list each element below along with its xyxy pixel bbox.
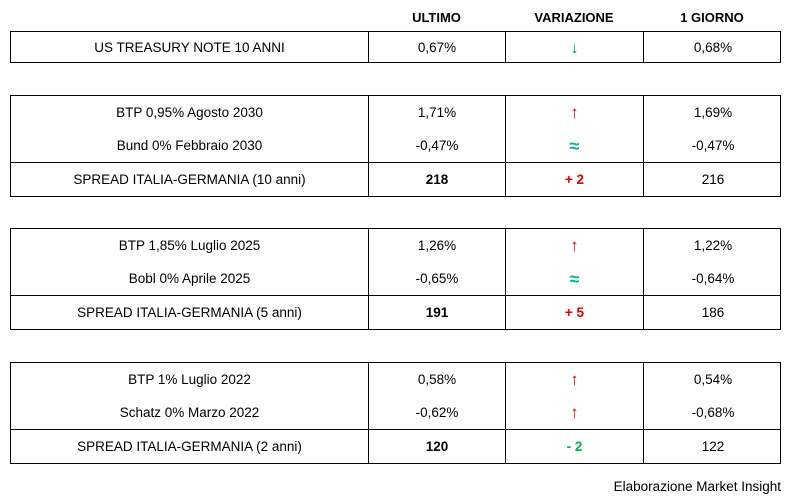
source-credit: Elaborazione Market Insight xyxy=(613,479,781,494)
spread-row: SPREAD ITALIA-GERMANIA (5 anni) 191 + 5 … xyxy=(11,295,780,329)
giorno-value: 1,69% xyxy=(693,105,733,120)
spread-change-value: + 2 xyxy=(506,163,644,196)
giorno-value: 1,22% xyxy=(693,238,733,253)
spread-giorno-value: 216 xyxy=(701,172,725,187)
spread-10y-table: BTP 0,95% Agosto 2030 1,71% ↑ 1,69% Bund… xyxy=(10,95,781,197)
spread-row: SPREAD ITALIA-GERMANIA (10 anni) 218 + 2… xyxy=(11,162,780,196)
row-label: Bund 0% Febbraio 2030 xyxy=(11,129,369,162)
giorno-value: 0,54% xyxy=(693,372,733,387)
up-arrow-icon: ↑ xyxy=(506,396,644,429)
approx-equal-icon: ≈ xyxy=(506,129,644,162)
spread-giorno-value: 122 xyxy=(701,439,725,454)
spread-2y-table: BTP 1% Luglio 2022 0,58% ↑ 0,54% Schatz … xyxy=(10,362,781,464)
ultimo-value: -0,47% xyxy=(369,129,506,162)
table-row: Schatz 0% Marzo 2022 -0,62% ↑ -0,68% xyxy=(11,396,780,429)
spread-row: SPREAD ITALIA-GERMANIA (2 anni) 120 - 2 … xyxy=(11,429,780,463)
table-row: Bobl 0% Aprile 2025 -0,65% ≈ -0,64% xyxy=(11,262,780,295)
down-arrow-icon: ↓ xyxy=(506,32,644,62)
up-arrow-icon: ↑ xyxy=(506,363,644,396)
up-arrow-icon: ↑ xyxy=(506,96,644,129)
column-header-variazione: VARIAZIONE xyxy=(534,9,614,25)
giorno-value: -0,68% xyxy=(691,405,735,420)
row-label: SPREAD ITALIA-GERMANIA (10 anni) xyxy=(11,163,369,196)
ultimo-value: 1,71% xyxy=(369,96,506,129)
giorno-value: 0,68% xyxy=(693,39,733,55)
spread-giorno-value: 186 xyxy=(701,305,725,320)
row-label: Bobl 0% Aprile 2025 xyxy=(11,262,369,295)
ultimo-value: 0,67% xyxy=(369,32,506,62)
table-row: BTP 0,95% Agosto 2030 1,71% ↑ 1,69% xyxy=(11,96,780,129)
ultimo-value: -0,62% xyxy=(369,396,506,429)
row-label: SPREAD ITALIA-GERMANIA (2 anni) xyxy=(11,430,369,463)
table-row: BTP 1% Luglio 2022 0,58% ↑ 0,54% xyxy=(11,363,780,396)
approx-equal-icon: ≈ xyxy=(506,262,644,295)
spread-5y-table: BTP 1,85% Luglio 2025 1,26% ↑ 1,22% Bobl… xyxy=(10,228,781,330)
row-label: BTP 0,95% Agosto 2030 xyxy=(11,96,369,129)
spread-ultimo-value: 191 xyxy=(369,296,506,329)
column-header-ultimo: ULTIMO xyxy=(412,9,461,25)
table-row: US TREASURY NOTE 10 ANNI 0,67% ↓ 0,68% xyxy=(11,32,780,62)
column-header-giorno: 1 GIORNO xyxy=(680,9,744,25)
row-label: US TREASURY NOTE 10 ANNI xyxy=(11,32,369,62)
spread-ultimo-value: 218 xyxy=(369,163,506,196)
table-row: Bund 0% Febbraio 2030 -0,47% ≈ -0,47% xyxy=(11,129,780,162)
giorno-value: -0,47% xyxy=(691,138,735,153)
ultimo-value: 1,26% xyxy=(369,229,506,262)
row-label: BTP 1,85% Luglio 2025 xyxy=(11,229,369,262)
ultimo-value: -0,65% xyxy=(369,262,506,295)
column-headers: ULTIMO VARIAZIONE 1 GIORNO xyxy=(10,6,781,28)
row-label: BTP 1% Luglio 2022 xyxy=(11,363,369,396)
row-label: Schatz 0% Marzo 2022 xyxy=(11,396,369,429)
up-arrow-icon: ↑ xyxy=(506,229,644,262)
table-row: BTP 1,85% Luglio 2025 1,26% ↑ 1,22% xyxy=(11,229,780,262)
spread-ultimo-value: 120 xyxy=(369,430,506,463)
spread-change-value: + 5 xyxy=(506,296,644,329)
giorno-value: -0,64% xyxy=(691,271,735,286)
spread-change-value: - 2 xyxy=(506,430,644,463)
ultimo-value: 0,58% xyxy=(369,363,506,396)
us-treasury-table: US TREASURY NOTE 10 ANNI 0,67% ↓ 0,68% xyxy=(10,31,781,63)
header-spacer xyxy=(10,6,368,28)
row-label: SPREAD ITALIA-GERMANIA (5 anni) xyxy=(11,296,369,329)
